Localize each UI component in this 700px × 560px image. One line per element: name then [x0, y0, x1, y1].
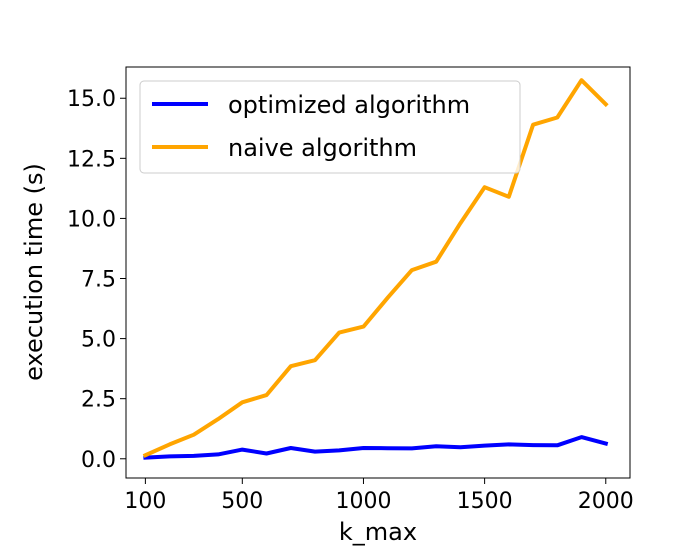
- x-axis-label: k_max: [339, 518, 417, 546]
- y-tick-label: 12.5: [67, 147, 116, 172]
- x-tick-label: 100: [124, 489, 166, 514]
- x-tick-label: 2000: [578, 489, 634, 514]
- x-tick-label: 500: [221, 489, 263, 514]
- y-tick-label: 7.5: [81, 268, 116, 293]
- legend-label: optimized algorithm: [228, 91, 470, 119]
- legend-label: naive algorithm: [228, 134, 417, 162]
- y-tick-label: 2.5: [81, 388, 116, 413]
- y-tick-label: 10.0: [67, 207, 116, 232]
- y-tick-label: 15.0: [67, 87, 116, 112]
- y-axis-label: execution time (s): [20, 163, 48, 381]
- y-axis: 0.0 2.5 5.0 7.5 10.0 12.5 15.0: [67, 87, 126, 473]
- series-line-naive: [142, 78, 609, 458]
- plot-frame: [125, 66, 631, 479]
- legend-box: [139, 80, 521, 174]
- x-axis: 100 500 1000 1500 2000: [124, 478, 634, 514]
- x-tick-label: 1500: [457, 489, 513, 514]
- y-tick-label: 5.0: [81, 328, 116, 353]
- x-tick-label: 1000: [335, 489, 391, 514]
- legend: optimized algorithm naive algorithm: [139, 80, 521, 174]
- series-line-optimized: [143, 435, 609, 460]
- y-tick-label: 0.0: [81, 448, 116, 473]
- series-layer: [142, 78, 609, 460]
